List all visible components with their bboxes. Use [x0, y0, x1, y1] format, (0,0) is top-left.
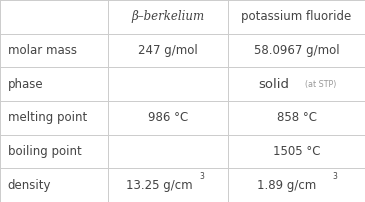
- Text: 986 °C: 986 °C: [148, 111, 188, 124]
- Text: 1505 °C: 1505 °C: [273, 145, 320, 158]
- Text: 3: 3: [199, 172, 204, 181]
- Text: 58.0967 g/mol: 58.0967 g/mol: [254, 44, 339, 57]
- Text: 3: 3: [333, 172, 337, 181]
- Text: solid: solid: [258, 78, 289, 91]
- Text: 247 g/mol: 247 g/mol: [138, 44, 198, 57]
- Text: 1.89 g/cm: 1.89 g/cm: [257, 179, 316, 192]
- Text: 13.25 g/cm: 13.25 g/cm: [126, 179, 193, 192]
- Text: (at STP): (at STP): [305, 80, 336, 89]
- Text: β–berkelium: β–berkelium: [131, 10, 204, 23]
- Text: melting point: melting point: [8, 111, 87, 124]
- Text: potassium fluoride: potassium fluoride: [241, 10, 352, 23]
- Text: phase: phase: [8, 78, 43, 91]
- Text: 858 °C: 858 °C: [277, 111, 316, 124]
- Text: molar mass: molar mass: [8, 44, 77, 57]
- Text: density: density: [8, 179, 51, 192]
- Text: boiling point: boiling point: [8, 145, 81, 158]
